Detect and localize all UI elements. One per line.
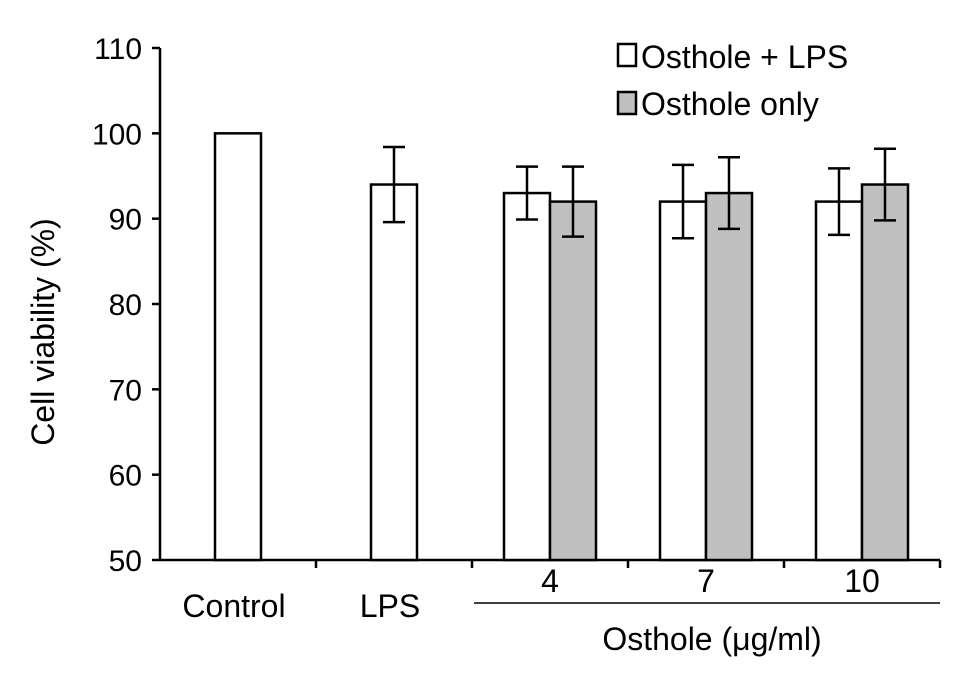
y-tick-label: 50: [109, 545, 142, 578]
legend-label-osthole-only: Osthole only: [641, 86, 819, 122]
x-tick-label: LPS: [360, 588, 420, 624]
bar: [369, 183, 419, 562]
y-tick-label: 90: [109, 204, 142, 237]
y-tick-label: 110: [94, 33, 142, 66]
bars: [213, 132, 910, 562]
y-tick-label: 60: [109, 460, 142, 493]
y-tick-label: 100: [92, 118, 142, 151]
y-ticks: 50 60 70 80 90 100 110: [92, 33, 160, 578]
legend-label-osthole-lps: Osthole + LPS: [641, 39, 848, 75]
bar: [658, 200, 708, 562]
bar: [548, 200, 598, 562]
y-axis-label: Cell viability (%): [25, 218, 61, 446]
bar: [704, 191, 754, 562]
x-axis-label: Osthole (μg/ml): [602, 621, 821, 657]
bar: [860, 183, 910, 562]
x-tick-label: 10: [844, 563, 880, 599]
legend-swatch-osthole-lps: [616, 42, 638, 68]
y-tick-label: 80: [109, 289, 142, 322]
bar: [502, 191, 552, 562]
legend-swatch-osthole-only: [616, 90, 638, 116]
y-tick-label: 70: [109, 374, 142, 407]
error-bars: [383, 145, 896, 240]
x-tick-label: Control: [182, 588, 285, 624]
legend: Osthole + LPS Osthole only: [616, 39, 848, 122]
x-tick-label: 7: [697, 563, 715, 599]
x-tick-label: 4: [541, 563, 559, 599]
x-tick-labels: Control LPS 4 7 10: [182, 563, 879, 624]
bar: [814, 200, 864, 562]
bar: [213, 132, 263, 562]
